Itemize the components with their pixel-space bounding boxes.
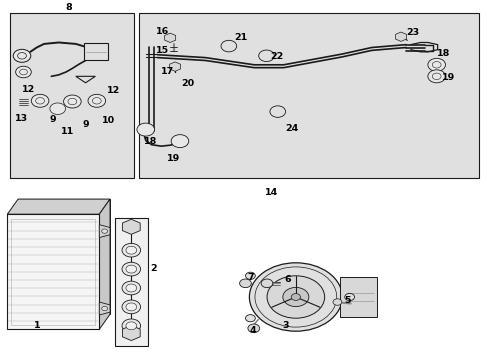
Circle shape (50, 103, 65, 114)
Text: 12: 12 (107, 86, 121, 95)
Circle shape (137, 123, 154, 136)
Bar (115, 218, 147, 346)
Text: 1: 1 (34, 320, 41, 330)
Circle shape (427, 58, 445, 71)
Circle shape (258, 50, 274, 62)
Circle shape (125, 303, 136, 311)
Text: 22: 22 (270, 52, 284, 61)
Text: 12: 12 (21, 85, 35, 94)
Text: 9: 9 (82, 120, 89, 129)
Circle shape (122, 300, 140, 314)
Circle shape (247, 324, 259, 333)
Circle shape (266, 276, 324, 318)
Circle shape (344, 293, 354, 301)
Circle shape (102, 306, 107, 311)
Text: 8: 8 (65, 3, 72, 12)
Circle shape (221, 40, 236, 52)
Circle shape (125, 265, 136, 273)
Polygon shape (99, 225, 110, 238)
Circle shape (269, 106, 285, 117)
Circle shape (239, 279, 251, 288)
Text: 18: 18 (436, 49, 450, 58)
Circle shape (249, 263, 342, 331)
Bar (339, 277, 376, 317)
Circle shape (290, 294, 300, 300)
Circle shape (31, 94, 49, 107)
Circle shape (171, 135, 188, 148)
Circle shape (63, 95, 81, 108)
Polygon shape (122, 325, 140, 341)
Text: 20: 20 (181, 79, 194, 88)
Circle shape (332, 299, 341, 305)
Text: 24: 24 (285, 124, 298, 133)
Circle shape (125, 322, 136, 330)
Bar (10, 13, 134, 178)
Bar (84, 43, 107, 60)
Circle shape (122, 319, 140, 333)
Polygon shape (18, 199, 110, 314)
Bar (11, 219, 95, 325)
Polygon shape (122, 219, 140, 234)
Polygon shape (99, 199, 110, 329)
Circle shape (245, 315, 255, 322)
Circle shape (88, 94, 105, 107)
Text: 15: 15 (156, 46, 169, 55)
Text: 9: 9 (49, 115, 56, 124)
Circle shape (245, 272, 255, 279)
Text: 6: 6 (284, 274, 290, 284)
Circle shape (122, 243, 140, 257)
Polygon shape (164, 33, 175, 42)
Polygon shape (7, 214, 99, 329)
Text: 19: 19 (441, 73, 454, 82)
Polygon shape (169, 62, 180, 71)
Text: 23: 23 (406, 28, 419, 37)
Text: 19: 19 (166, 154, 180, 163)
Circle shape (122, 281, 140, 295)
Circle shape (125, 284, 136, 292)
Circle shape (261, 279, 272, 288)
Text: 17: 17 (161, 68, 174, 77)
Circle shape (125, 246, 136, 254)
Text: 14: 14 (264, 188, 278, 197)
Polygon shape (395, 32, 406, 41)
Circle shape (122, 262, 140, 276)
Text: 21: 21 (234, 33, 247, 42)
Text: 2: 2 (150, 264, 157, 273)
Circle shape (427, 70, 445, 83)
Text: 10: 10 (102, 116, 115, 125)
Text: 16: 16 (156, 27, 169, 36)
Text: 13: 13 (15, 113, 27, 122)
Text: 11: 11 (61, 127, 74, 136)
Circle shape (13, 49, 31, 62)
Circle shape (102, 229, 107, 233)
Bar (139, 13, 478, 178)
Text: 4: 4 (249, 325, 256, 335)
Text: 3: 3 (282, 321, 289, 330)
Text: 5: 5 (343, 296, 350, 305)
Circle shape (282, 287, 308, 307)
Text: 7: 7 (246, 274, 253, 282)
Polygon shape (99, 302, 110, 315)
Text: 18: 18 (143, 136, 157, 145)
Circle shape (16, 66, 31, 78)
Polygon shape (7, 199, 110, 214)
